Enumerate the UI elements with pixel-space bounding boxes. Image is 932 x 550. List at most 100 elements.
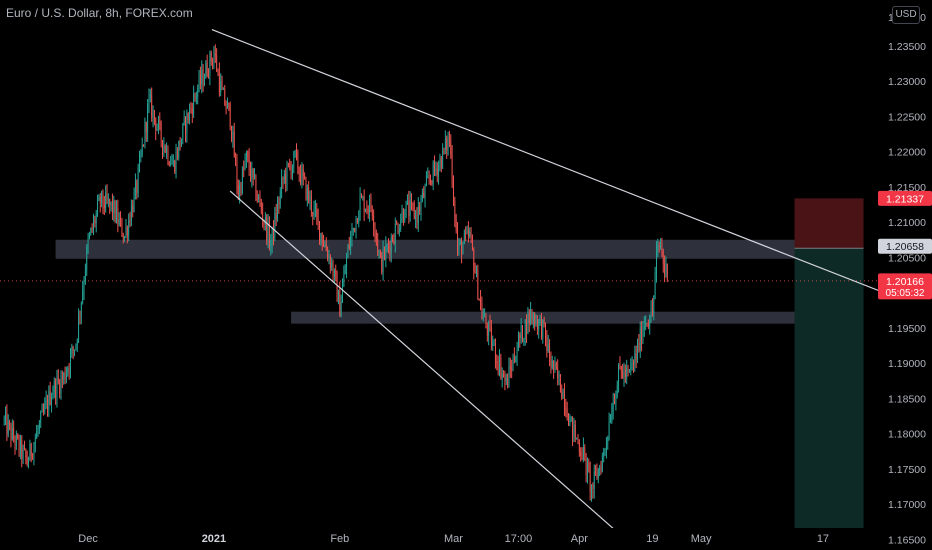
candle [125, 218, 127, 239]
candle-body [241, 168, 243, 193]
candle [3, 415, 5, 426]
candle [166, 142, 168, 159]
candle-body [296, 150, 297, 153]
candle [327, 246, 329, 262]
candle-body [110, 201, 112, 206]
candle-body [212, 61, 213, 63]
candle [260, 198, 262, 215]
candle [113, 195, 115, 222]
candle-body [388, 245, 389, 247]
candle [628, 369, 630, 373]
x-tick-label: Dec [78, 533, 98, 545]
candle-body [163, 145, 165, 151]
candle-body [90, 227, 92, 235]
candle-body [218, 71, 220, 92]
candle-body [480, 299, 481, 304]
candle [619, 356, 621, 370]
candle [217, 68, 219, 77]
candle [477, 264, 479, 300]
candle-body [426, 177, 427, 186]
candle [178, 140, 180, 161]
candle [128, 213, 130, 242]
candle-body [384, 248, 385, 259]
candle [86, 244, 88, 276]
candle [147, 99, 149, 142]
candle [545, 322, 547, 347]
candle [489, 314, 491, 332]
currency-button[interactable]: USD [892, 6, 920, 24]
candle-body [340, 301, 342, 317]
candle [313, 200, 315, 220]
candle [589, 461, 591, 501]
candle-body [193, 94, 195, 115]
candle-body [343, 274, 345, 287]
candle-body [538, 319, 540, 330]
candle-body [255, 175, 257, 200]
candle [232, 125, 234, 148]
candle [394, 217, 396, 253]
candle [601, 452, 603, 473]
candle-body [166, 147, 167, 153]
candle-body [52, 394, 54, 398]
candle [61, 370, 63, 389]
candle [615, 390, 617, 411]
candle [325, 237, 327, 252]
candle-body [350, 237, 352, 249]
candle-body [549, 344, 550, 360]
candle-body [578, 442, 580, 452]
candle-body [319, 221, 320, 241]
candle-body [481, 303, 483, 319]
candle [465, 226, 467, 242]
candle-body [214, 53, 216, 56]
candle [237, 179, 239, 200]
candle-body [348, 245, 350, 249]
candle-body [205, 62, 207, 79]
candle [439, 153, 441, 172]
candle-body [591, 484, 592, 492]
candle [596, 463, 598, 480]
candle-body [377, 238, 379, 253]
candle [572, 416, 574, 447]
candle-body [361, 195, 362, 198]
candle-body [561, 392, 563, 399]
candle [33, 441, 35, 466]
candle-body [281, 177, 283, 192]
candle-body [447, 137, 449, 151]
candle-body [45, 400, 47, 405]
candle-body [658, 245, 660, 248]
candle [356, 217, 358, 224]
candle [609, 414, 611, 424]
candle-body [501, 373, 503, 379]
candle [482, 308, 484, 322]
candle [132, 199, 134, 218]
candle [565, 398, 567, 418]
candle [174, 159, 176, 174]
candle [462, 241, 464, 255]
candle [355, 215, 357, 239]
candle-body [10, 424, 12, 440]
candle [428, 170, 430, 185]
candle-body [305, 177, 307, 200]
candle-body [518, 334, 519, 351]
candle [141, 137, 143, 158]
candle-body [228, 102, 230, 106]
candle [163, 137, 165, 158]
candle [573, 417, 575, 443]
candle-body [545, 323, 546, 338]
candle-body [604, 448, 606, 452]
candle-body [162, 140, 163, 151]
candle-body [6, 413, 8, 434]
candle-body [51, 397, 52, 405]
candle-body [327, 251, 329, 259]
candle [497, 355, 499, 376]
candle [397, 222, 399, 235]
candle [10, 422, 12, 448]
candle-body [262, 211, 264, 221]
candle [580, 447, 582, 462]
candle [213, 46, 215, 70]
candle-body [558, 374, 560, 378]
candle [224, 84, 226, 107]
candle [314, 199, 316, 218]
candle-body [385, 245, 387, 259]
